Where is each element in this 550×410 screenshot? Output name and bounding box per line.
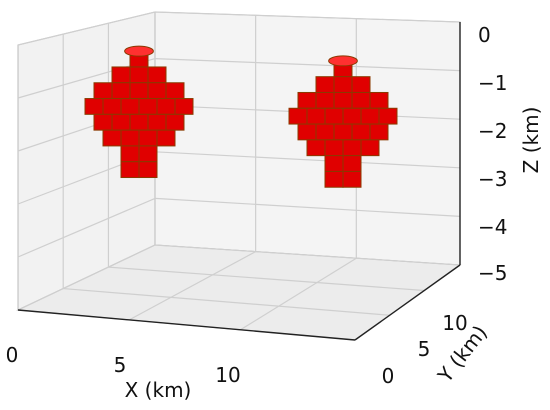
voxel — [138, 145, 158, 163]
voxel — [147, 113, 167, 131]
voxel — [378, 107, 398, 125]
voxel — [342, 170, 362, 188]
x-tick-label: 10 — [215, 363, 240, 387]
z-axis-label: Z (km) — [519, 107, 543, 174]
voxel — [297, 91, 317, 109]
voxel — [120, 129, 140, 147]
voxel — [315, 91, 335, 109]
y-tick-labels: 0 5 10 — [382, 311, 468, 388]
grid-line — [154, 11, 461, 23]
voxel — [360, 107, 380, 125]
x-tick-labels: 0 5 10 — [6, 343, 241, 387]
voxel — [333, 123, 353, 141]
voxel — [111, 66, 131, 84]
voxel — [138, 161, 158, 179]
grid-line — [154, 58, 461, 72]
voxel — [333, 76, 353, 93]
voxel — [129, 113, 149, 131]
x-axis-line — [17, 309, 356, 341]
voxel — [288, 107, 308, 125]
voxel — [138, 129, 158, 147]
voxel — [360, 139, 380, 157]
z-tick-label: −4 — [478, 215, 507, 239]
voxel — [138, 98, 158, 115]
voxel — [165, 113, 185, 131]
y-tick-label: 5 — [418, 337, 431, 361]
grid-line — [154, 244, 461, 266]
voxel — [174, 98, 194, 115]
grid-line — [17, 197, 156, 258]
grid-line — [240, 257, 357, 331]
voxel — [369, 91, 389, 109]
grid-line — [17, 11, 156, 46]
voxel — [129, 82, 149, 100]
voxel — [129, 66, 149, 84]
z-tick-label: 0 — [478, 23, 491, 47]
grid-line — [154, 151, 461, 169]
y-axis-line — [354, 264, 461, 341]
voxel — [351, 123, 371, 141]
voxel — [315, 76, 335, 93]
voxel — [342, 155, 362, 172]
voxel — [351, 91, 371, 109]
grid-line — [17, 244, 156, 311]
voxel-top-face — [328, 55, 358, 67]
grid-line — [63, 287, 390, 316]
voxel — [111, 82, 131, 100]
z-tick-label: −2 — [478, 119, 507, 143]
voxel — [306, 139, 326, 157]
voxel — [165, 82, 185, 100]
voxel — [93, 82, 113, 100]
voxel — [147, 66, 167, 84]
voxel — [324, 139, 344, 157]
voxel — [369, 123, 389, 141]
grid-line — [128, 251, 256, 321]
y-tick-label: 0 — [382, 364, 395, 388]
voxel — [147, 82, 167, 100]
voxel — [342, 139, 362, 157]
voxel — [342, 107, 362, 125]
x-axis-label: X (km) — [125, 378, 192, 402]
voxel — [84, 98, 104, 115]
voxel — [297, 123, 317, 141]
z-tick-label: −5 — [478, 261, 507, 285]
voxel — [156, 98, 176, 115]
voxel — [93, 113, 113, 131]
z-tick-label: −1 — [478, 71, 507, 95]
y-tick-label: 10 — [442, 311, 467, 335]
grid-line — [108, 266, 425, 292]
voxel — [324, 155, 344, 172]
voxel — [120, 161, 140, 179]
x-tick-label: 0 — [6, 343, 19, 367]
voxel — [120, 98, 140, 115]
voxel — [102, 129, 122, 147]
grid-line — [154, 197, 461, 217]
z-tick-label: −3 — [478, 167, 507, 191]
voxel — [333, 91, 353, 109]
voxel — [111, 113, 131, 131]
z-tick-labels: 0 −1 −2 −3 −4 −5 — [478, 23, 507, 285]
voxel — [324, 170, 344, 188]
voxel — [102, 98, 122, 115]
x-tick-label: 5 — [114, 353, 127, 377]
voxel — [306, 107, 326, 125]
voxel — [315, 123, 335, 141]
voxel — [351, 76, 371, 93]
voxel-bodies — [84, 45, 398, 188]
voxel — [324, 107, 344, 125]
voxel — [156, 129, 176, 147]
voxel-top-face — [124, 45, 154, 57]
voxel — [120, 145, 140, 163]
